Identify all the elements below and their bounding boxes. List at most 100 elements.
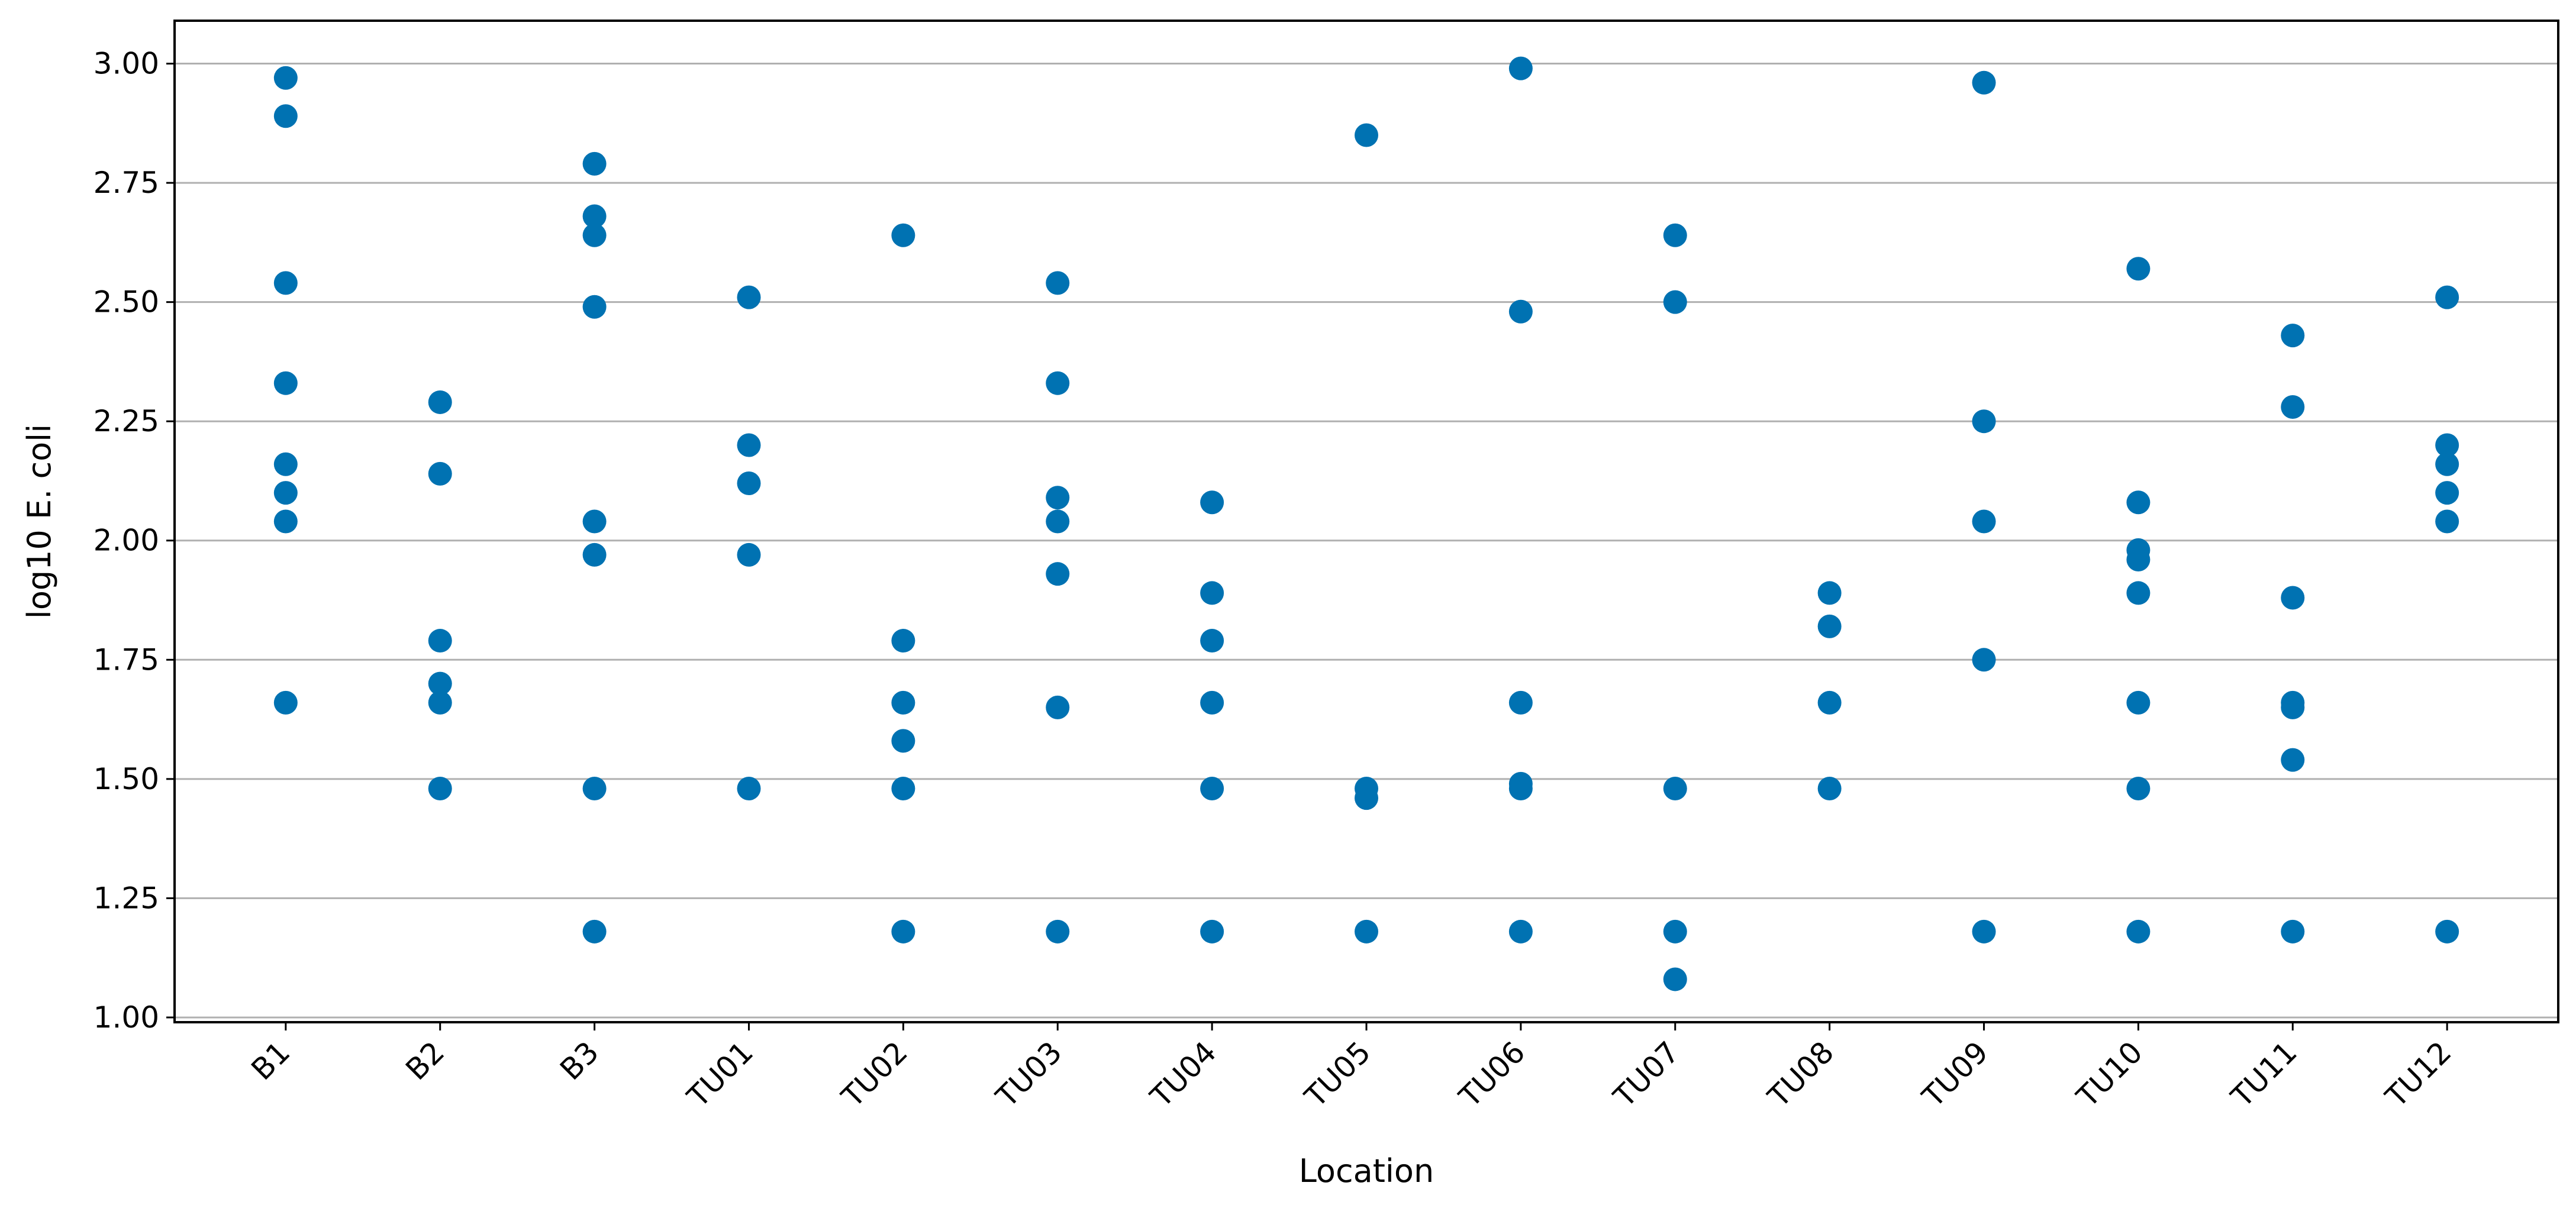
- data-point: [1972, 409, 1996, 434]
- y-tick-label: 1.50: [94, 762, 159, 796]
- data-point: [1663, 776, 1687, 800]
- data-point: [2126, 257, 2151, 281]
- y-tick-label: 1.00: [94, 1000, 159, 1035]
- x-tick-label: TU04: [1143, 1035, 1223, 1114]
- data-point: [1046, 486, 1070, 510]
- y-tick-label: 3.00: [94, 47, 159, 81]
- data-point: [737, 471, 761, 496]
- data-point: [2435, 481, 2459, 505]
- data-point: [273, 452, 298, 476]
- data-point: [737, 776, 761, 800]
- data-point: [1355, 123, 1378, 147]
- data-point: [891, 776, 915, 800]
- data-point: [273, 690, 298, 715]
- data-point: [2281, 324, 2305, 348]
- plot-frame: [173, 20, 2559, 1023]
- data-point: [1046, 562, 1070, 586]
- data-point: [1200, 919, 1224, 944]
- data-point: [1046, 509, 1070, 534]
- data-point: [273, 66, 298, 90]
- data-point: [1972, 509, 1996, 534]
- data-point: [582, 223, 607, 247]
- data-point: [582, 204, 607, 228]
- data-point: [2126, 919, 2151, 944]
- data-point: [2281, 395, 2305, 419]
- data-point: [582, 509, 607, 534]
- data-point: [737, 433, 761, 457]
- x-tick-label: B3: [553, 1035, 605, 1087]
- data-point: [891, 223, 915, 247]
- data-point: [2126, 581, 2151, 605]
- data-point: [1663, 967, 1687, 991]
- x-tick-label: TU07: [1607, 1035, 1686, 1114]
- x-tick-label: TU10: [2070, 1035, 2149, 1114]
- data-point: [1355, 786, 1378, 810]
- data-point: [582, 151, 607, 176]
- x-axis-label: Location: [1299, 1152, 1434, 1190]
- data-point: [1663, 223, 1687, 247]
- y-axis-label: log10 E. coli: [21, 424, 58, 619]
- data-point: [1972, 919, 1996, 944]
- data-point: [1200, 581, 1224, 605]
- data-point: [273, 481, 298, 505]
- data-point: [1972, 648, 1996, 672]
- data-point: [2435, 285, 2459, 309]
- data-point: [273, 104, 298, 128]
- data-point: [582, 295, 607, 319]
- x-tick-label: TU12: [2378, 1035, 2458, 1114]
- data-point: [273, 271, 298, 295]
- x-tick-label: TU01: [681, 1035, 760, 1114]
- data-point: [737, 285, 761, 309]
- data-point: [891, 729, 915, 753]
- data-point: [2281, 748, 2305, 772]
- data-point: [737, 542, 761, 567]
- data-point: [2435, 919, 2459, 944]
- data-point: [1508, 776, 1533, 800]
- data-point: [1663, 290, 1687, 314]
- x-tick-label: B1: [245, 1035, 297, 1087]
- y-tick-label: 2.00: [94, 524, 159, 558]
- y-tick-label: 1.75: [94, 642, 159, 677]
- data-point: [891, 629, 915, 653]
- data-point: [2281, 695, 2305, 719]
- x-tick-label: TU05: [1298, 1035, 1377, 1114]
- data-point: [428, 776, 452, 800]
- data-points: [273, 56, 2459, 991]
- data-point: [1200, 629, 1224, 653]
- data-point: [1046, 371, 1070, 395]
- x-axis-ticks: B1 B2 B3 TU01 TU02 TU03 TU04 TU05 TU06 TU07 TU08 TU…: [245, 1022, 2458, 1114]
- data-point: [1200, 490, 1224, 515]
- data-point: [273, 509, 298, 534]
- data-point: [1508, 690, 1533, 715]
- y-tick-label: 2.25: [94, 404, 159, 438]
- x-tick-label: B2: [399, 1035, 451, 1087]
- data-point: [428, 390, 452, 414]
- data-point: [1200, 776, 1224, 800]
- data-point: [582, 919, 607, 944]
- data-point: [1200, 690, 1224, 715]
- data-point: [1508, 919, 1533, 944]
- data-point: [2435, 509, 2459, 534]
- data-point: [1817, 776, 1842, 800]
- data-point: [2126, 490, 2151, 515]
- x-tick-label: TU02: [835, 1035, 914, 1114]
- y-tick-label: 1.25: [94, 881, 159, 915]
- x-tick-label: TU03: [989, 1035, 1069, 1114]
- data-point: [2126, 547, 2151, 571]
- data-point: [273, 371, 298, 395]
- data-point: [1355, 919, 1378, 944]
- x-tick-label: TU09: [1916, 1035, 1995, 1114]
- data-point: [1046, 271, 1070, 295]
- data-point: [1972, 70, 1996, 95]
- grid-lines: [175, 63, 2558, 1019]
- data-point: [1508, 56, 1533, 80]
- data-point: [2435, 433, 2459, 457]
- data-point: [2126, 776, 2151, 800]
- data-point: [1046, 919, 1070, 944]
- data-point: [582, 776, 607, 800]
- data-point: [428, 690, 452, 715]
- x-tick-label: TU11: [2224, 1035, 2304, 1114]
- data-point: [1817, 690, 1842, 715]
